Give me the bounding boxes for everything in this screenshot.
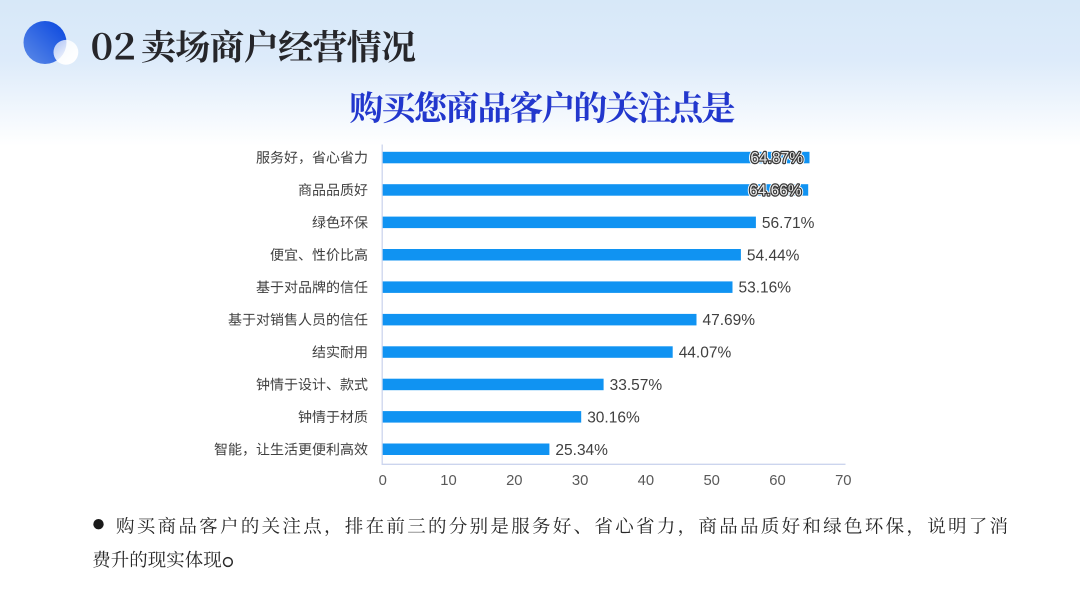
svg-text:20: 20 <box>506 473 522 489</box>
svg-text:50: 50 <box>703 473 719 489</box>
svg-text:60: 60 <box>769 473 785 489</box>
svg-text:0: 0 <box>379 473 387 489</box>
svg-text:70: 70 <box>835 473 851 489</box>
svg-text:47.69%: 47.69% <box>703 312 756 329</box>
svg-text:64.66%: 64.66% <box>749 182 802 199</box>
svg-text:56.71%: 56.71% <box>762 215 815 232</box>
svg-text:30: 30 <box>572 473 588 489</box>
svg-text:25.34%: 25.34% <box>555 442 608 459</box>
svg-text:64.87%: 64.87% <box>750 150 803 167</box>
svg-text:64.66%: 64.66% <box>749 182 802 199</box>
svg-text:33.57%: 33.57% <box>610 377 663 394</box>
svg-text:53.16%: 53.16% <box>739 280 792 297</box>
svg-text:30.16%: 30.16% <box>587 409 640 426</box>
svg-text:10: 10 <box>440 473 456 489</box>
svg-text:40: 40 <box>638 473 654 489</box>
svg-text:64.87%: 64.87% <box>750 150 803 167</box>
svg-text:54.44%: 54.44% <box>747 247 800 264</box>
svg-text:44.07%: 44.07% <box>679 345 732 362</box>
